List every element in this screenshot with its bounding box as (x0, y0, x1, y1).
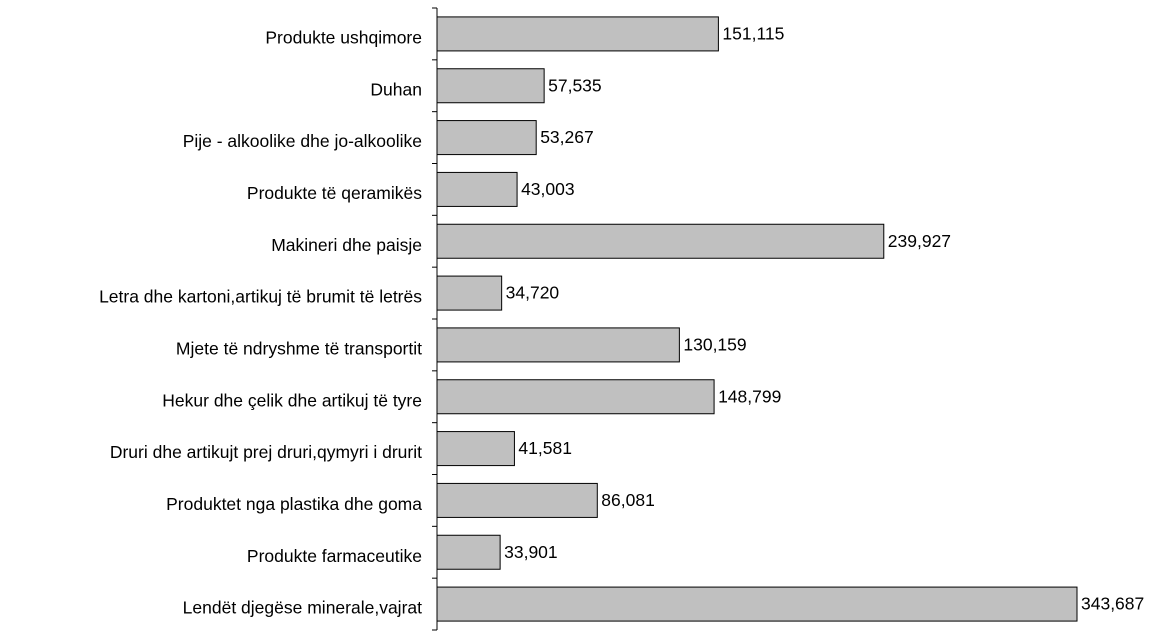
y-tick-label: Mjete të ndryshme të transportit (176, 339, 422, 359)
y-tick-label: Druri dhe artikujt prej druri,qymyri i d… (110, 442, 422, 462)
y-tick-label: Pije - alkoolike dhe jo-alkoolike (183, 131, 422, 151)
bar (436, 586, 1078, 622)
value-label: 34,720 (506, 283, 560, 303)
value-label: 239,927 (888, 231, 951, 251)
value-label: 43,003 (521, 179, 575, 199)
y-tick-label: Hekur dhe çelik dhe artikuj të tyre (162, 390, 422, 410)
value-label: 33,901 (504, 542, 558, 562)
y-tick-label: Produktet nga plastika dhe goma (166, 494, 422, 514)
value-label: 86,081 (601, 490, 655, 510)
bar (436, 275, 503, 311)
bar (436, 223, 885, 259)
bar (436, 379, 715, 415)
value-label: 130,159 (683, 335, 746, 355)
value-label: 57,535 (548, 75, 602, 95)
y-tick-label: Produkte farmaceutike (247, 546, 422, 566)
value-label: 148,799 (718, 386, 781, 406)
bar (436, 120, 537, 156)
y-tick-label: Letra dhe kartoni,artikuj të brumit të l… (99, 287, 422, 307)
y-tick-label: Makineri dhe paisje (271, 235, 422, 255)
value-label: 343,687 (1081, 594, 1144, 614)
value-label: 53,267 (540, 127, 594, 147)
y-tick-label: Produkte të qeramikës (247, 183, 422, 203)
value-label: 41,581 (518, 438, 572, 458)
bar (436, 16, 719, 52)
bar (436, 171, 518, 207)
bar (436, 534, 501, 570)
value-label: 151,115 (722, 24, 784, 44)
y-tick-label: Lendët djegëse minerale,vajrat (183, 598, 422, 618)
bar (436, 431, 515, 467)
bar (436, 327, 680, 363)
y-tick-label: Duhan (370, 79, 422, 99)
bar (436, 68, 545, 104)
bar (436, 482, 598, 518)
y-tick-label: Produkte ushqimore (265, 28, 422, 48)
